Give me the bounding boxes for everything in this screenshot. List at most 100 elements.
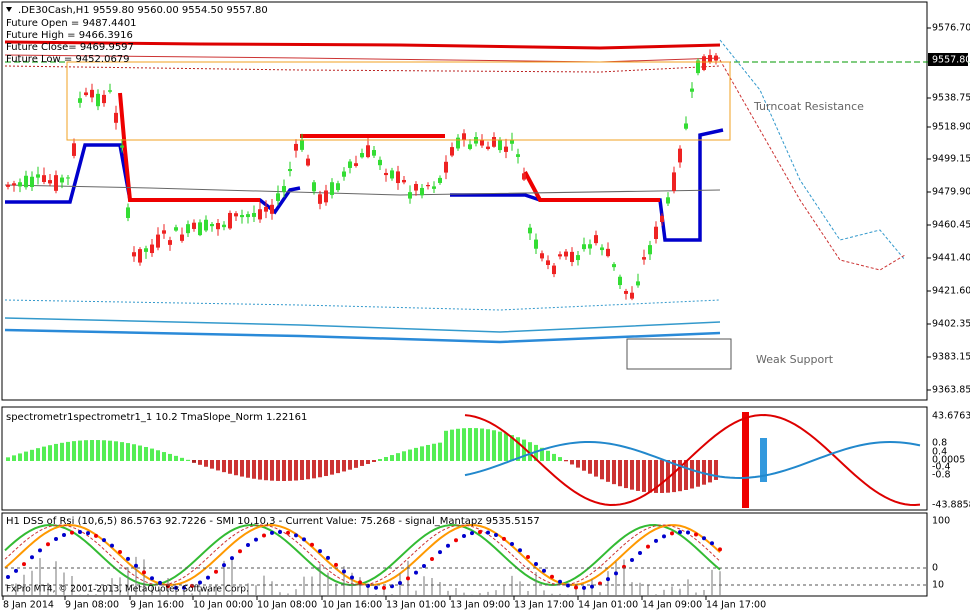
axis-label: -0.4: [932, 462, 951, 473]
dot: [126, 556, 130, 561]
axis-label: 100: [932, 516, 950, 527]
dot: [150, 576, 154, 581]
axis-label: 10: [932, 580, 944, 591]
dot: [614, 571, 618, 576]
histogram-bar: [462, 428, 466, 461]
candle: [246, 214, 250, 218]
candle: [678, 148, 682, 163]
candle: [198, 222, 202, 236]
dot: [710, 541, 714, 546]
candle: [420, 187, 424, 196]
dot: [46, 542, 50, 547]
dot: [174, 585, 178, 590]
histogram-bar: [630, 460, 634, 490]
trend: [523, 171, 660, 202]
dot: [414, 570, 418, 575]
histogram-bar: [336, 460, 340, 474]
candle: [60, 177, 64, 183]
candle: [366, 145, 370, 158]
candle: [216, 223, 220, 230]
candle: [6, 184, 10, 187]
signal-bar: [760, 438, 767, 482]
axis-label: -43.8858: [932, 500, 970, 511]
candle: [90, 89, 94, 98]
dot: [286, 530, 290, 535]
histogram-bar: [474, 428, 478, 461]
axis-label: 0.4: [932, 447, 947, 458]
candle: [426, 185, 430, 187]
candle: [456, 137, 460, 149]
candle: [636, 281, 640, 286]
candle: [126, 207, 130, 218]
candle: [336, 183, 340, 191]
histogram-bar: [144, 446, 148, 461]
histogram-bar: [6, 457, 10, 461]
dot: [38, 548, 42, 553]
price-label: 9499.15: [932, 154, 970, 165]
candle: [342, 171, 346, 177]
candle: [168, 240, 172, 245]
histogram-bar: [168, 453, 172, 461]
chart-title: .DE30Cash,H1 9559.80 9560.00 9554.50 955…: [18, 5, 268, 16]
collapse-icon[interactable]: [6, 7, 12, 12]
candle: [504, 146, 508, 152]
candle: [138, 249, 142, 263]
dot: [22, 562, 26, 567]
histogram-bar: [324, 460, 328, 477]
candle: [432, 186, 436, 189]
price-label: 9460.45: [932, 220, 970, 231]
dot: [606, 577, 610, 582]
histogram-bar: [228, 460, 232, 474]
histogram-bar: [708, 460, 712, 483]
candle: [12, 183, 16, 186]
histogram-bar: [192, 460, 196, 463]
dot: [486, 530, 490, 535]
histogram-bar: [126, 443, 130, 461]
candle: [324, 190, 328, 203]
annotation: Turncoat Resistance: [753, 100, 864, 113]
histogram-bar: [234, 460, 238, 476]
candle: [402, 179, 406, 183]
dot: [318, 549, 322, 554]
histogram-bar: [612, 460, 616, 485]
histogram-bar: [522, 439, 526, 461]
dot: [454, 538, 458, 543]
candle: [372, 150, 376, 156]
dot: [110, 543, 114, 548]
dot: [518, 548, 522, 553]
time-label: 10 Jan 16:00: [322, 600, 382, 611]
histogram-bar: [342, 460, 346, 472]
candle: [300, 139, 304, 150]
histogram-bar: [696, 460, 700, 487]
histogram-bar: [318, 460, 322, 478]
wave: [464, 414, 921, 506]
price-label: 9363.85: [932, 385, 970, 396]
time-label: 14 Jan 09:00: [642, 600, 702, 611]
axis-label: 0.0005: [932, 455, 965, 466]
histogram-bar: [78, 440, 82, 461]
dot: [158, 580, 162, 585]
candle: [708, 55, 712, 63]
histogram-bar: [312, 460, 316, 479]
candle: [36, 174, 40, 178]
dot: [542, 568, 546, 573]
candle: [468, 144, 472, 149]
dot: [646, 544, 650, 549]
candle: [54, 175, 58, 191]
histogram-bar: [498, 431, 502, 461]
dot: [590, 584, 594, 589]
envelope: [4, 54, 721, 63]
axis-label: 43.6763: [932, 411, 970, 422]
dot: [446, 543, 450, 548]
histogram-bar: [396, 453, 400, 461]
candle: [114, 112, 118, 123]
copyright: FxPro MT4, © 2001-2013, MetaQuotes Softw…: [6, 585, 249, 595]
candle: [696, 60, 700, 74]
candle: [702, 56, 706, 70]
price-label: 9383.15: [932, 352, 970, 363]
info-line: Future Low = 9452.0679: [6, 54, 130, 65]
candle: [42, 175, 46, 182]
candle: [588, 244, 592, 249]
candle: [240, 215, 244, 218]
candle: [318, 194, 322, 204]
